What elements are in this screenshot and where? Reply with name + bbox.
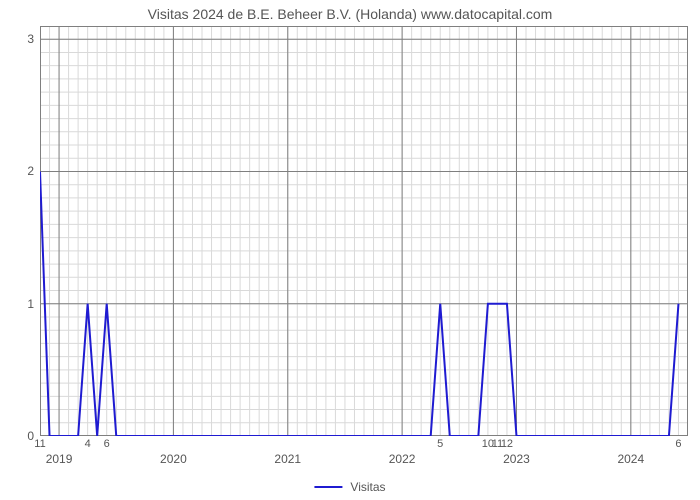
- x-year-label: 2020: [160, 452, 187, 466]
- y-tick-label: 3: [27, 32, 40, 46]
- x-year-label: 2022: [389, 452, 416, 466]
- x-month-label: 11: [34, 436, 45, 450]
- y-tick-label: 2: [27, 164, 40, 178]
- x-month-label: 5: [437, 436, 443, 450]
- x-year-label: 2023: [503, 452, 530, 466]
- chart-svg: [40, 26, 688, 436]
- x-year-label: 2019: [46, 452, 73, 466]
- legend-label: Visitas: [350, 480, 385, 494]
- legend: Visitas: [314, 480, 385, 494]
- chart-area: 0123114651011126201920202021202220232024: [40, 26, 688, 436]
- x-month-label: 6: [675, 436, 681, 450]
- x-month-label: 6: [104, 436, 110, 450]
- x-month-label: 12: [501, 436, 513, 450]
- y-tick-label: 1: [27, 297, 40, 311]
- x-year-label: 2021: [274, 452, 301, 466]
- legend-line-icon: [314, 486, 342, 488]
- x-year-label: 2024: [617, 452, 644, 466]
- chart-title: Visitas 2024 de B.E. Beheer B.V. (Holand…: [0, 0, 700, 24]
- x-month-label: 4: [85, 436, 91, 450]
